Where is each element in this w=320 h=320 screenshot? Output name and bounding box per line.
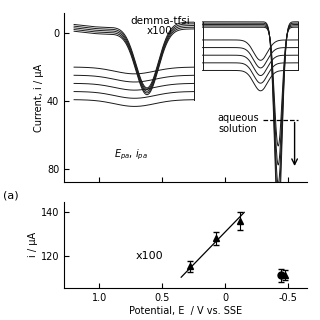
Text: x100: x100 — [147, 26, 173, 36]
Text: demma-tfsi: demma-tfsi — [130, 16, 190, 26]
Y-axis label: i / μA: i / μA — [28, 232, 38, 257]
Y-axis label: Current, i / μA: Current, i / μA — [34, 64, 44, 132]
Text: x100: x100 — [136, 251, 164, 260]
Text: (a): (a) — [3, 190, 19, 200]
Text: aqueous
solution: aqueous solution — [217, 113, 259, 134]
Text: $E_{pa}$, $i_{pa}$: $E_{pa}$, $i_{pa}$ — [114, 148, 148, 163]
X-axis label: Potential, E  / V vs. SSE: Potential, E / V vs. SSE — [129, 306, 242, 316]
